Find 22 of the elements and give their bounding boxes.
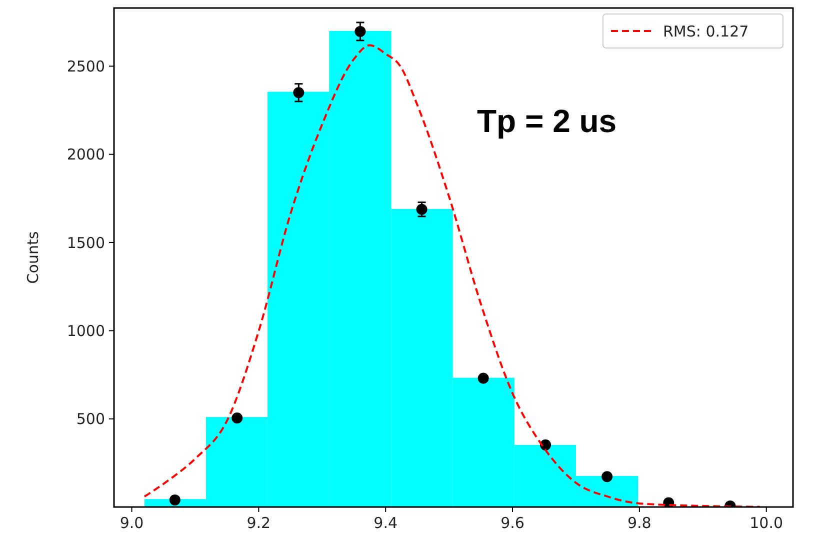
point [354,26,366,37]
y-axis-title: Counts [24,231,42,284]
x-tick-label: 9.2 [246,514,271,532]
x-tick-label: 10.0 [750,514,784,532]
point [416,204,428,215]
x-tick-label: 9.4 [374,514,398,532]
x-tick-label: 9.6 [500,514,524,532]
point [293,87,304,98]
line-series [143,44,761,507]
y-tick-label: 1000 [66,322,105,340]
y-tick-label: 1500 [66,234,105,252]
y-tick-label: 2000 [66,146,105,164]
annotation: Tp = 2 us [477,103,617,139]
point [478,372,489,384]
x-tick-label: 9.0 [120,514,144,532]
y-tick-label: 500 [76,410,105,428]
legend-label: RMS: 0.127 [663,22,749,40]
point [602,471,613,482]
point [232,412,243,424]
x-tick-label: 9.8 [628,514,652,532]
point [169,494,180,506]
y-tick-label: 2500 [66,57,105,76]
